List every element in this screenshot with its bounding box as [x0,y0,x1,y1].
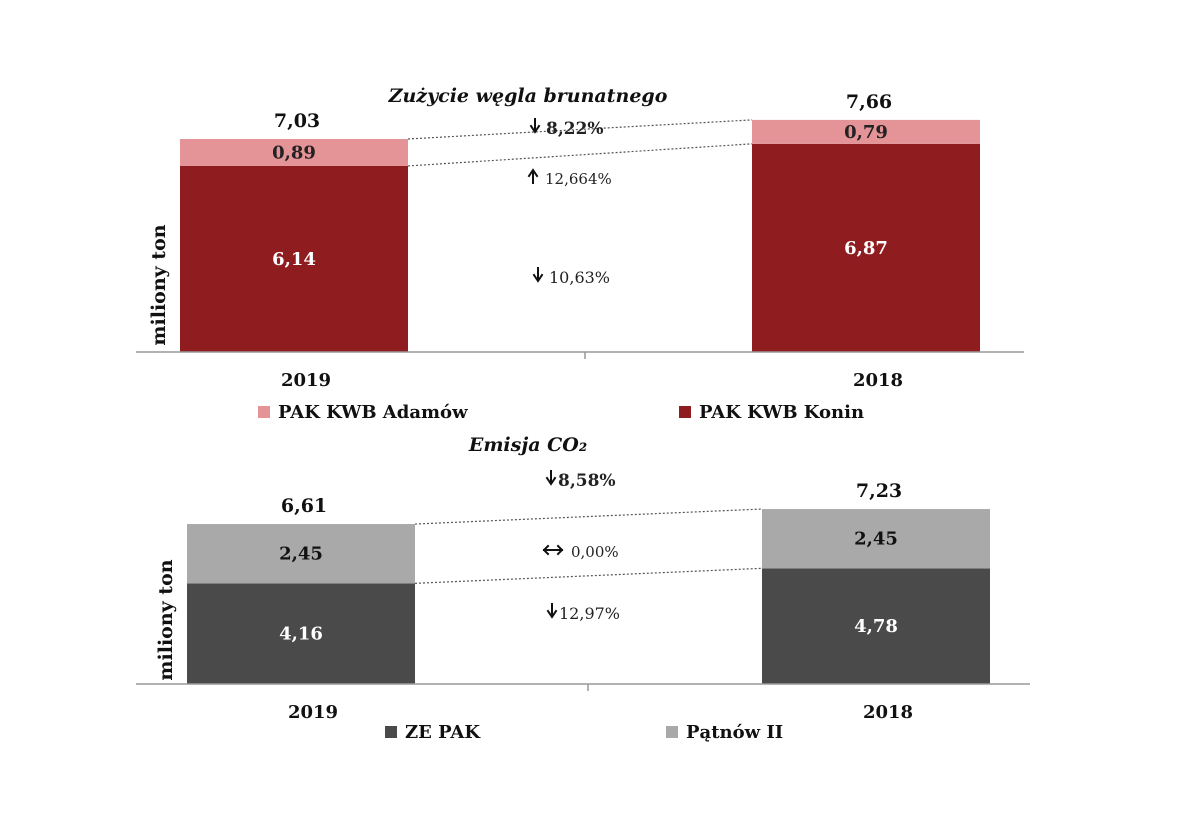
legend-swatch [258,406,270,418]
y-axis-label: miliony ton [155,559,177,680]
down-arrow-icon [529,118,541,134]
change-annotation: 10,63% [549,268,610,287]
total-label: 6,61 [281,495,327,517]
legend-swatch [679,406,691,418]
change-annotation: 12,664% [545,170,612,188]
x-tick-label: 2019 [288,702,338,723]
bar-1-1-1 [762,509,990,569]
data-label: 4,16 [279,624,323,645]
chart-title: Emisja CO₂ [468,434,587,456]
change-annotation: 8,22% [546,119,604,139]
data-label: 4,78 [854,616,898,637]
x-tick-label: 2018 [853,370,903,391]
bar-0-1-0 [180,138,408,166]
connector-line-middle [414,567,763,584]
bar-1-0-0 [187,583,415,684]
legend-label: ZE PAK [405,722,481,743]
legend-label: PAK KWB Konin [699,402,864,423]
down-arrow-icon [545,470,557,486]
connector-line-middle [407,143,753,167]
total-label: 7,03 [274,110,320,132]
change-annotation: 12,97% [559,604,620,623]
data-label: 2,45 [279,544,323,565]
bar-1-0-1 [762,568,990,684]
x-tick-label: 2019 [281,370,331,391]
legend-swatch [666,726,678,738]
change-annotation: 0,00% [571,543,619,561]
legend-label: Pątnów II [686,722,783,743]
both-arrow-icon [542,544,564,556]
data-label: 6,14 [272,249,316,270]
data-label: 6,87 [844,238,888,259]
connector-line-top [407,119,753,140]
connector-line-top [414,508,763,525]
down-arrow-icon [532,267,544,283]
data-label: 0,89 [272,142,316,163]
data-label: 2,45 [854,529,898,550]
total-label: 7,23 [856,480,902,502]
change-annotation: 8,58% [558,471,616,491]
x-tick-label: 2018 [863,702,913,723]
up-arrow-icon [527,168,539,184]
down-arrow-icon [546,603,558,619]
legend-label: PAK KWB Adamów [278,402,468,423]
bar-0-1-1 [752,119,980,144]
data-label: 0,79 [844,122,888,143]
bar-0-0-0 [180,165,408,352]
y-axis-label: miliony ton [148,224,170,345]
legend-swatch [385,726,397,738]
chart-title: Zużycie węgla brunatnego [388,85,668,107]
total-label: 7,66 [846,91,892,113]
bar-1-1-0 [187,524,415,584]
bar-0-0-1 [752,143,980,352]
